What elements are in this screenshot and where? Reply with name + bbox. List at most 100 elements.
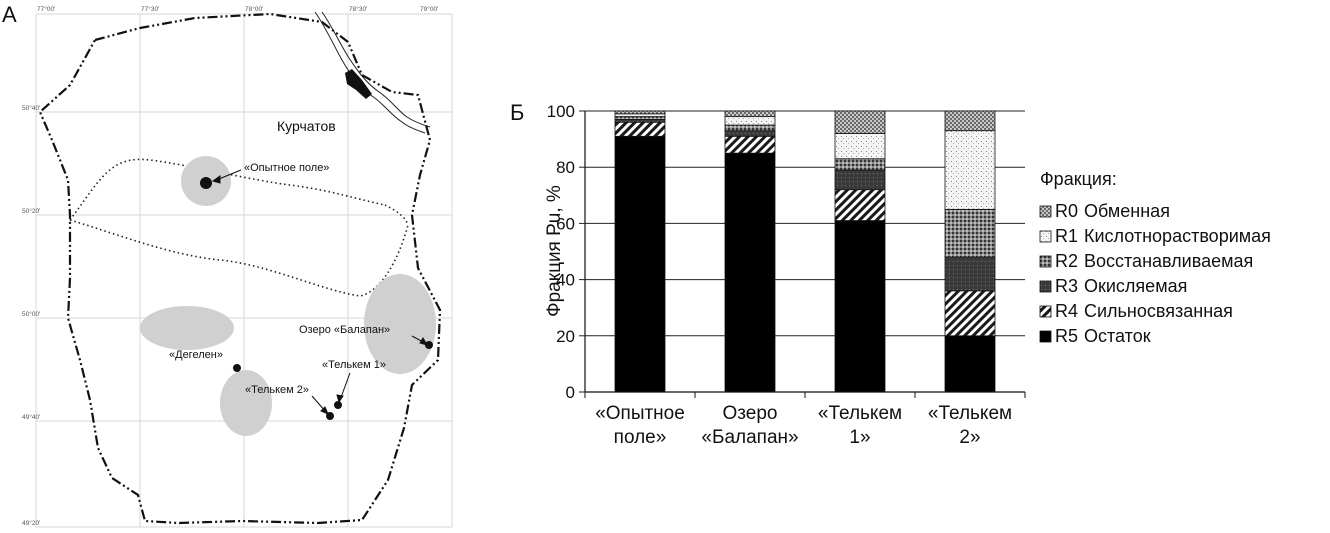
site-marker-opytnoe xyxy=(200,177,212,189)
lat-label: 50°20' xyxy=(22,207,40,215)
chart-panel: Б Фракция Pu, % 0 20 40 60 80 100 «Опытное пол… xyxy=(510,100,1271,448)
bar-segment-r2 xyxy=(834,158,886,171)
bar-segment-r1 xyxy=(944,130,996,210)
bar-segment-r5 xyxy=(614,135,666,393)
chart-axes xyxy=(584,111,1026,398)
legend-code: R4 xyxy=(1055,301,1078,321)
site-label-opytnoe: «Опытное поле» xyxy=(244,162,329,174)
kurchatov-city-icon xyxy=(345,69,372,99)
y-axis-title: Фракция Pu, % xyxy=(544,185,565,317)
bar-segment-r3 xyxy=(614,119,666,123)
category-label: «Опытное xyxy=(595,403,685,424)
bar-segment-r5 xyxy=(944,335,996,393)
bar-segment-r3 xyxy=(724,130,776,137)
legend-label: Сильносвязанная xyxy=(1084,301,1233,321)
category-label: «Балапан» xyxy=(701,427,798,448)
lat-label: 49°40' xyxy=(22,413,40,421)
category-label: Озеро xyxy=(723,403,778,424)
legend-label: Кислотнорастворимая xyxy=(1084,226,1271,246)
site-label-balapan: Озеро «Балапан» xyxy=(299,324,390,336)
y-tick-label: 60 xyxy=(556,214,575,233)
bar-segment-r4 xyxy=(724,135,776,154)
bar-segment-r2 xyxy=(944,208,996,258)
legend-code: R0 xyxy=(1055,201,1078,221)
y-tick-label: 0 xyxy=(566,383,575,402)
zone-telkem xyxy=(220,370,272,436)
lon-label: 79°00' xyxy=(420,5,438,13)
bar-segment-r0 xyxy=(614,110,666,115)
internal-boundaries xyxy=(69,158,409,297)
legend-swatch-r5 xyxy=(1039,330,1052,343)
bar-segment-r3 xyxy=(834,169,886,191)
site-label-degelen: «Дегелен» xyxy=(169,349,223,361)
legend-swatch-r0 xyxy=(1039,205,1052,218)
map-panel: А 77°00' 77°30' 78°00' 78°30' 79°00' 50°… xyxy=(2,2,453,528)
map-coordinates: 77°00' 77°30' 78°00' 78°30' 79°00' 50°40… xyxy=(22,5,438,527)
legend-swatch-r1 xyxy=(1039,230,1052,243)
legend-label: Остаток xyxy=(1084,326,1151,346)
bar-segment-r5 xyxy=(834,220,886,393)
category-label: «Телькем xyxy=(928,403,1012,424)
chart-legend: Фракция: R0 Обменная R1 Кислотнорастворимая… xyxy=(1039,169,1271,346)
bar-segment-r1 xyxy=(614,113,666,118)
chart-bars xyxy=(614,110,996,393)
category-label: «Телькем xyxy=(818,403,902,424)
test-site-boundary xyxy=(38,12,442,525)
bar-segment-r0 xyxy=(724,110,776,118)
lat-label: 50°40' xyxy=(22,104,40,112)
legend-code: R3 xyxy=(1055,276,1078,296)
bar-segment-r0 xyxy=(944,110,996,132)
chart-ticks: 0 20 40 60 80 100 xyxy=(547,102,585,402)
legend-swatch-r4 xyxy=(1039,305,1052,318)
bar-segment-r4 xyxy=(944,290,996,337)
legend-label: Окисляемая xyxy=(1084,276,1187,296)
legend-code: R5 xyxy=(1055,326,1078,346)
lon-label: 78°30' xyxy=(349,5,367,13)
y-tick-label: 20 xyxy=(556,327,575,346)
zone-degelen xyxy=(140,306,234,350)
legend-swatch-r2 xyxy=(1039,255,1052,268)
legend-code: R2 xyxy=(1055,251,1078,271)
chart-categories: «Опытное поле» Озеро «Балапан» «Телькем 1» «Те… xyxy=(595,403,1012,448)
legend-swatch-r3 xyxy=(1039,280,1052,293)
site-markers xyxy=(200,177,433,420)
bar-segment-r5 xyxy=(724,152,776,393)
legend-label: Восстанавливаемая xyxy=(1084,251,1253,271)
site-marker-telkem1 xyxy=(334,401,342,409)
bar-segment-r4 xyxy=(614,121,666,137)
legend-code: R1 xyxy=(1055,226,1078,246)
category-label: 2» xyxy=(959,427,980,448)
y-tick-label: 100 xyxy=(547,102,575,121)
category-label: 1» xyxy=(849,427,870,448)
map-graticule xyxy=(35,13,453,528)
legend-label: Обменная xyxy=(1084,201,1170,221)
site-marker-degelen xyxy=(233,364,241,372)
lon-label: 77°00' xyxy=(37,5,55,13)
city-label: Курчатов xyxy=(277,118,336,134)
lat-label: 49°20' xyxy=(22,519,40,527)
lon-label: 78°00' xyxy=(245,5,263,13)
chart-panel-label: Б xyxy=(510,100,524,125)
site-label-telkem2: «Телькем 2» xyxy=(245,384,309,396)
bar-segment-r0 xyxy=(834,110,886,134)
legend-title: Фракция: xyxy=(1040,169,1117,189)
bar-segment-r2 xyxy=(614,116,666,120)
y-tick-label: 80 xyxy=(556,158,575,177)
bar-segment-r1 xyxy=(724,116,776,126)
bar-segment-r2 xyxy=(724,124,776,132)
site-marker-balapan xyxy=(425,341,433,349)
river xyxy=(314,11,431,134)
bar-segment-r4 xyxy=(834,189,886,221)
lon-label: 77°30' xyxy=(141,5,159,13)
bar-segment-r1 xyxy=(834,133,886,160)
zone-balapan xyxy=(364,274,436,374)
map-panel-label: А xyxy=(2,2,17,27)
bar-segment-r3 xyxy=(944,256,996,292)
site-label-telkem1: «Телькем 1» xyxy=(322,359,386,371)
y-tick-label: 40 xyxy=(556,271,575,290)
site-leaders xyxy=(211,169,429,415)
lat-label: 50°00' xyxy=(22,310,40,318)
category-label: поле» xyxy=(614,427,667,448)
